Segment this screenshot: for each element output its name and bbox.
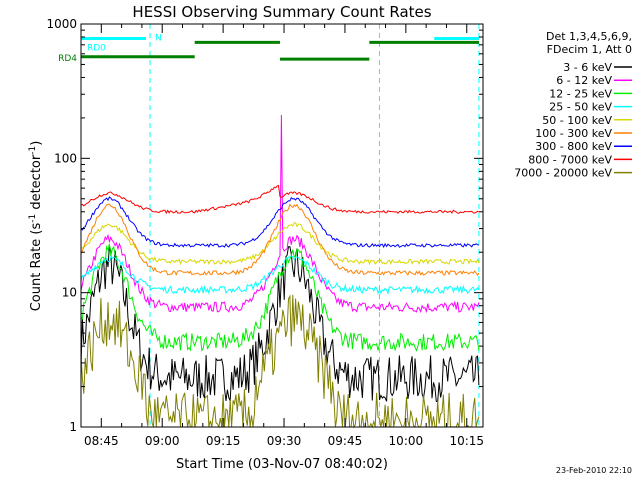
y-axis-label-sup2: -1 xyxy=(28,146,38,155)
chart-title: HESSI Observing Summary Count Rates xyxy=(132,3,431,21)
series-line xyxy=(80,255,480,295)
legend-item-label: 3 - 6 keV xyxy=(563,61,612,74)
legend-item-label: 25 - 50 keV xyxy=(549,101,612,114)
legend-item-label: 800 - 7000 keV xyxy=(528,153,612,166)
legend-header-line2: FDecim 1, Att 0 xyxy=(547,43,632,56)
flag-label-rd0: RD0 xyxy=(87,43,106,53)
series-line xyxy=(80,203,480,276)
series-line xyxy=(80,222,480,266)
flag-bars: RD0 RD4 N xyxy=(58,33,479,64)
legend-item-label: 12 - 25 keV xyxy=(549,87,612,100)
y-tick-label: 10 xyxy=(62,286,77,300)
plot-frame xyxy=(80,23,484,428)
legend-item-label: 7000 - 20000 keV xyxy=(514,167,612,180)
y-axis-label-end: ) xyxy=(29,141,44,146)
x-tick-label: 09:30 xyxy=(267,434,302,448)
y-axis-label: Count Rate (s-1 detector-1) xyxy=(28,141,44,312)
x-tick-label: 10:15 xyxy=(449,434,484,448)
series-line xyxy=(80,184,480,215)
series-line xyxy=(80,243,480,352)
x-axis-label: Start Time (03-Nov-07 08:40:02) xyxy=(176,457,388,472)
y-axis-label-mid: detector xyxy=(29,154,44,214)
legend-item-label: 50 - 100 keV xyxy=(542,114,612,127)
y-axis-label-sup1: -1 xyxy=(28,214,38,223)
x-tick-label: 09:00 xyxy=(145,434,180,448)
flag-label-rd4: RD4 xyxy=(58,54,77,64)
series-lines xyxy=(80,114,480,429)
y-axis-label-main: Count Rate (s xyxy=(29,223,44,312)
series-line xyxy=(80,114,480,314)
series-line xyxy=(80,294,480,429)
y-axis-ticks: 1 10 100 1000 xyxy=(46,17,483,434)
legend: Det 1,3,4,5,6,9, FDecim 1, Att 0 3 - 6 k… xyxy=(514,30,632,180)
legend-item-label: 100 - 300 keV xyxy=(535,127,612,140)
x-tick-label: 09:45 xyxy=(328,434,363,448)
y-tick-label: 1 xyxy=(69,420,77,434)
series-line xyxy=(80,245,480,402)
flag-label-n: N xyxy=(155,33,162,43)
series-line xyxy=(80,196,479,249)
legend-item-label: 6 - 12 keV xyxy=(556,74,612,87)
x-tick-label: 09:15 xyxy=(206,434,241,448)
y-tick-label: 1000 xyxy=(46,17,77,31)
x-axis-ticks: 08:45 09:00 09:15 09:30 09:45 10:00 10:15 xyxy=(80,24,484,448)
legend-item-label: 300 - 800 keV xyxy=(535,140,612,153)
timestamp: 23-Feb-2010 22:10 xyxy=(556,466,632,475)
legend-header-line1: Det 1,3,4,5,6,9, xyxy=(546,30,632,43)
x-tick-label: 08:45 xyxy=(84,434,119,448)
x-tick-label: 10:00 xyxy=(389,434,424,448)
y-tick-label: 100 xyxy=(54,151,77,165)
